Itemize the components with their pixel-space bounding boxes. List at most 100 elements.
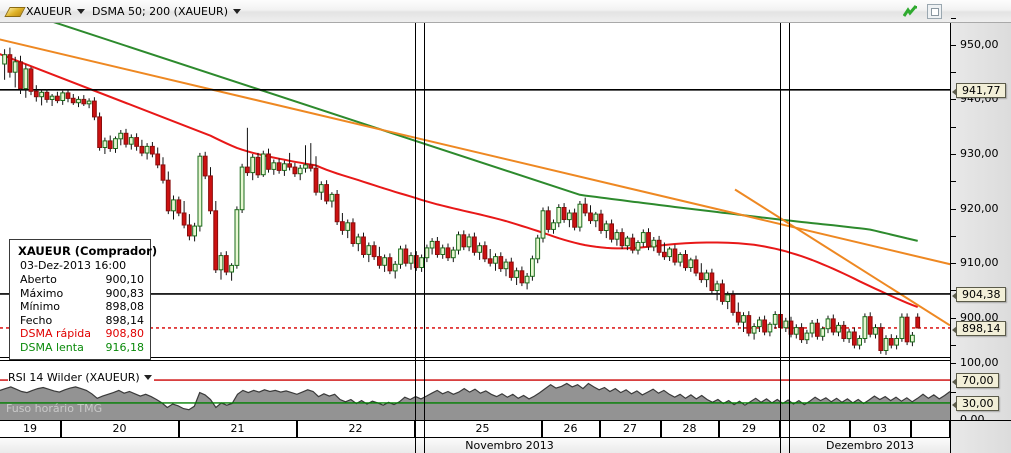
candlestick bbox=[746, 311, 752, 337]
green-zigzag-chart-icon[interactable] bbox=[903, 4, 918, 19]
candlestick bbox=[429, 238, 435, 255]
indicator-selector[interactable]: DSMA 50; 200 (XAUEUR) bbox=[92, 2, 241, 21]
candlestick bbox=[582, 197, 588, 217]
candlestick bbox=[503, 258, 509, 277]
candlestick bbox=[276, 158, 282, 174]
candlestick bbox=[70, 94, 76, 105]
candlestick bbox=[213, 201, 219, 273]
candlestick bbox=[899, 313, 905, 342]
session-separator bbox=[780, 23, 781, 453]
chevron-down-icon[interactable] bbox=[76, 9, 85, 14]
candlestick bbox=[218, 252, 224, 280]
candlestick bbox=[445, 243, 451, 261]
candlestick bbox=[772, 311, 778, 329]
candlestick bbox=[18, 55, 23, 94]
info-row: Máximo 900,83 bbox=[18, 287, 144, 301]
candlestick bbox=[535, 234, 541, 264]
candlestick bbox=[181, 201, 187, 229]
price-axis-highlight-label[interactable]: 904,38 bbox=[952, 286, 1006, 302]
date-axis-day-cell: 02 bbox=[789, 421, 850, 437]
candlestick bbox=[150, 142, 155, 158]
date-tick-separator bbox=[911, 420, 912, 437]
candlestick bbox=[250, 154, 256, 181]
candlestick bbox=[435, 237, 440, 258]
candlestick bbox=[450, 246, 456, 263]
axis-tick-label: 930,00 bbox=[960, 147, 999, 161]
candlestick bbox=[65, 89, 71, 103]
axis-tick-label: 100,00 bbox=[960, 356, 999, 369]
candlestick bbox=[487, 249, 493, 267]
candlestick bbox=[318, 181, 324, 200]
rsi-axis-highlight-label[interactable]: 30,00 bbox=[952, 395, 999, 411]
price-axis[interactable]: 950,00 940,00 930,00 920,00 910,00 900,00 941,… bbox=[950, 17, 1011, 426]
candlestick bbox=[282, 160, 287, 176]
session-separator bbox=[415, 23, 416, 453]
date-axis-day-cell bbox=[911, 421, 950, 437]
candlestick bbox=[572, 208, 578, 231]
axis-tick-label: 950,00 bbox=[960, 37, 999, 51]
candlestick bbox=[329, 192, 335, 208]
axis-tick-label: 920,00 bbox=[960, 201, 999, 215]
info-row: Fecho 898,14 bbox=[18, 314, 144, 328]
candlestick bbox=[524, 273, 530, 290]
candlestick bbox=[561, 203, 567, 223]
session-separator bbox=[789, 23, 790, 453]
candlestick bbox=[155, 147, 161, 169]
date-axis-day-cell: 25 bbox=[424, 421, 542, 437]
candlestick bbox=[366, 242, 372, 263]
candlestick bbox=[646, 228, 651, 251]
candlestick bbox=[556, 204, 562, 228]
price-axis-highlight-label[interactable]: 941,77 bbox=[952, 82, 1006, 98]
info-row-label: Fecho bbox=[20, 313, 53, 327]
info-row-value: 916,18 bbox=[105, 340, 145, 354]
candlestick bbox=[81, 95, 87, 106]
candlestick bbox=[820, 326, 826, 341]
indicator-label: DSMA 50; 200 (XAUEUR) bbox=[92, 5, 228, 18]
candlestick bbox=[493, 253, 498, 271]
candlestick bbox=[144, 143, 150, 160]
candlestick bbox=[118, 130, 124, 146]
candlestick bbox=[39, 89, 45, 106]
info-row: DSMA rápida 908,80 bbox=[18, 327, 144, 341]
candlestick bbox=[498, 252, 504, 272]
rsi-chart-pane[interactable] bbox=[0, 363, 950, 420]
candlestick bbox=[355, 233, 361, 252]
candlestick bbox=[7, 47, 13, 78]
date-axis[interactable]: 19 20 21 22 25 26 27 28 29 02 03 Novembro 2013 Deze… bbox=[0, 420, 950, 453]
date-axis-day-cell: 03 bbox=[850, 421, 911, 437]
price-chart-pane[interactable] bbox=[0, 23, 950, 356]
candlestick bbox=[688, 257, 694, 272]
candlestick bbox=[187, 214, 192, 241]
info-row: DSMA lenta 916,18 bbox=[18, 341, 144, 355]
candlestick bbox=[793, 324, 799, 339]
price-axis-highlight-label[interactable]: 898,14 bbox=[952, 320, 1006, 336]
candlestick bbox=[825, 315, 831, 334]
candlestick bbox=[625, 235, 630, 251]
date-tick-separator bbox=[542, 420, 543, 437]
candlestick bbox=[603, 220, 609, 239]
info-row-label: Máximo bbox=[20, 286, 64, 300]
candlestick bbox=[846, 328, 852, 343]
symbol-selector[interactable]: XAUEUR bbox=[4, 2, 85, 21]
candlestick bbox=[197, 152, 203, 232]
candlestick bbox=[815, 318, 820, 340]
candlestick bbox=[725, 291, 731, 310]
candlestick bbox=[830, 314, 836, 336]
rsi-axis-highlight-label[interactable]: 70,00 bbox=[952, 373, 999, 389]
restore-window-icon[interactable] bbox=[927, 4, 942, 19]
candlestick bbox=[440, 244, 446, 259]
info-title: XAUEUR (Comprador) bbox=[18, 244, 158, 258]
candlestick bbox=[345, 219, 351, 239]
candlestick bbox=[904, 313, 910, 346]
candlestick bbox=[656, 235, 662, 256]
chevron-down-icon[interactable] bbox=[233, 9, 241, 14]
candlestick bbox=[260, 150, 266, 177]
chevron-down-icon[interactable] bbox=[143, 375, 152, 380]
candlestick bbox=[651, 237, 657, 252]
date-tick-separator bbox=[600, 420, 601, 437]
candlestick bbox=[735, 302, 741, 326]
rsi-indicator-selector[interactable]: RSI 14 Wilder (XAUEUR) bbox=[8, 371, 154, 384]
candlestick bbox=[910, 332, 915, 347]
candlestick bbox=[698, 263, 704, 283]
candlestick bbox=[107, 135, 113, 152]
